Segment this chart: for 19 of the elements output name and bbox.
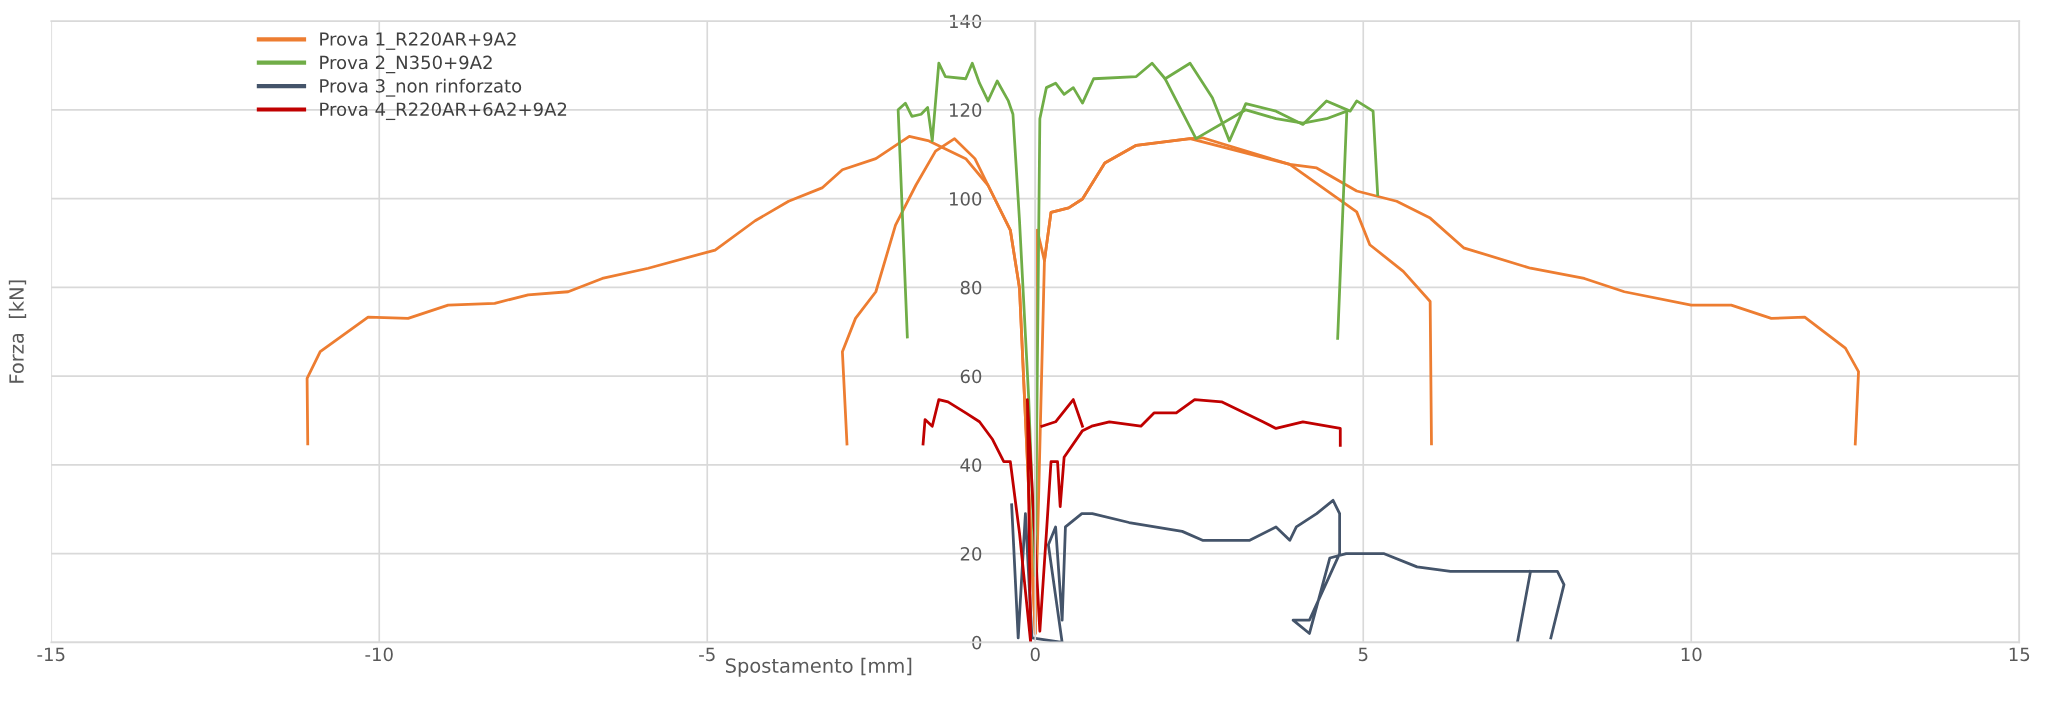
legend-label: Prova 2_N350+9A2 (320, 55, 492, 74)
x-axis-title: Spostamento [mm] (725, 657, 912, 677)
y-tick-label: 80 (960, 280, 982, 295)
y-tick-label: 120 (949, 103, 982, 117)
y-tick-label: 40 (960, 458, 982, 472)
legend-label: Prova 1_R220AR+9A2 (320, 32, 516, 50)
y-tick-label: 60 (960, 369, 982, 384)
x-tick-label: 5 (1358, 647, 1368, 662)
x-tick-label: 15 (2009, 647, 2030, 662)
x-tick-label: -15 (37, 647, 65, 662)
legend-label: Prova 3_non rinforzato (320, 78, 522, 97)
legend-label: Prova 4_R220AR+6A2+9A2 (320, 102, 567, 121)
y-axis-title: Forza [kN] (8, 280, 27, 383)
y-tick-label: 100 (949, 192, 982, 206)
y-tick-label: 20 (960, 547, 982, 561)
x-tick-label: -10 (365, 647, 393, 662)
x-tick-label: 10 (1681, 647, 1702, 662)
x-tick-label: 0 (1030, 647, 1040, 662)
x-tick-label: -5 (699, 647, 715, 662)
